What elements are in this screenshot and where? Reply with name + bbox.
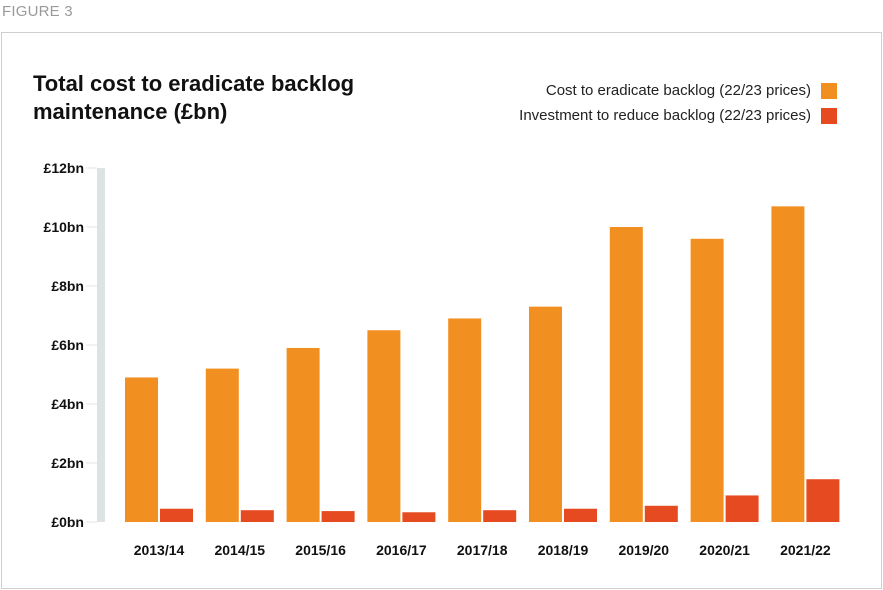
legend: Cost to eradicate backlog (22/23 prices)… <box>519 78 837 128</box>
x-tick-label: 2021/22 <box>780 542 831 558</box>
y-tick-label: £2bn <box>51 455 84 471</box>
bar-investment <box>644 505 678 522</box>
legend-label-cost: Cost to eradicate backlog (22/23 prices) <box>545 82 811 99</box>
y-tick-label: £4bn <box>51 396 84 412</box>
x-tick-label: 2018/19 <box>538 542 589 558</box>
chart-frame <box>1 32 882 589</box>
title-line-2: maintenance (£bn) <box>33 99 228 124</box>
bar-cost <box>771 206 805 522</box>
y-tick-label: £0bn <box>51 514 84 530</box>
chart-title: Total cost to eradicate backlog maintena… <box>33 70 433 126</box>
y-tick-label: £10bn <box>44 219 84 235</box>
bar-investment <box>321 511 355 522</box>
x-tick-label: 2020/21 <box>699 542 750 558</box>
y-axis-bar <box>97 168 105 522</box>
bar-cost <box>529 306 562 522</box>
y-tick-label: £8bn <box>51 278 84 294</box>
bar-cost <box>205 368 239 522</box>
legend-item-cost: Cost to eradicate backlog (22/23 prices) <box>519 78 837 103</box>
bar-cost <box>609 227 643 522</box>
bar-investment <box>483 510 517 522</box>
legend-swatch-cost <box>821 82 837 99</box>
x-tick-label: 2014/15 <box>214 542 265 558</box>
bar-cost <box>367 330 401 522</box>
bar-investment <box>725 495 759 522</box>
bar-cost <box>125 377 158 522</box>
bar-investment <box>402 512 436 522</box>
legend-label-investment: Investment to reduce backlog (22/23 pric… <box>519 107 811 124</box>
legend-swatch-investment <box>821 107 837 124</box>
bar-cost <box>286 347 320 522</box>
bar-cost <box>690 238 724 523</box>
legend-item-investment: Investment to reduce backlog (22/23 pric… <box>519 103 837 128</box>
bar-investment <box>806 479 840 522</box>
x-tick-label: 2013/14 <box>134 542 185 558</box>
bar-cost <box>448 318 482 522</box>
title-line-1: Total cost to eradicate backlog <box>33 71 355 96</box>
x-tick-label: 2016/17 <box>376 542 427 558</box>
figure-label: FIGURE 3 <box>2 3 73 20</box>
x-tick-label: 2017/18 <box>457 542 508 558</box>
y-tick-label: £6bn <box>51 337 84 353</box>
x-tick-label: 2019/20 <box>618 542 669 558</box>
bar-investment <box>240 510 274 522</box>
x-tick-label: 2015/16 <box>295 542 346 558</box>
y-tick-label: £12bn <box>44 160 84 176</box>
bar-investment <box>160 508 193 522</box>
bar-investment <box>564 508 597 522</box>
